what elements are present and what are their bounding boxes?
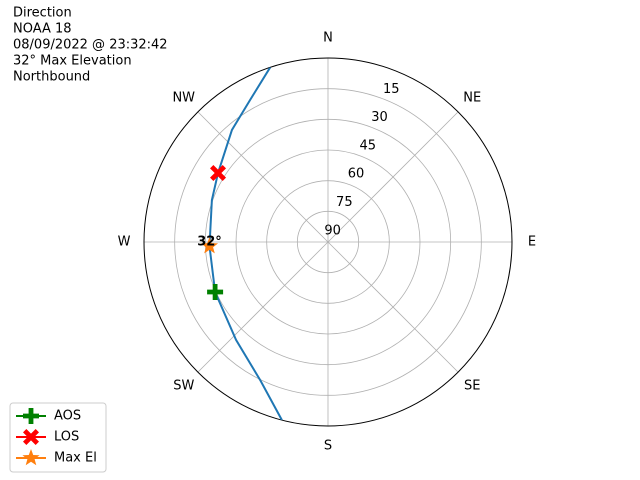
theta-tick-label: S [324,439,332,454]
legend-marker [23,429,39,445]
grid-spoke [197,241,329,373]
track-line [208,66,283,421]
grid-spoke [327,111,459,243]
theta-tick-label: NW [172,90,195,105]
r-tick-label: 60 [348,167,365,182]
r-tick-label: 30 [371,110,388,125]
r-tick-label: 75 [336,195,353,210]
theta-tick-label: SE [464,379,480,394]
title-line: 08/09/2022 @ 23:32:42 [13,38,168,53]
title-line: 32° Max Elevation [13,54,132,69]
title-line: NOAA 18 [13,22,72,37]
legend-label: LOS [54,430,79,445]
theta-tick-label: E [528,235,536,250]
legend-box [9,402,107,473]
theta-tick-label: SW [173,379,194,394]
theta-tick-label: NE [463,90,481,105]
theta-tick-label: W [118,235,131,250]
point-marker [207,284,224,301]
legend-marker [22,449,40,466]
r-tick-label: 90 [324,223,341,238]
title-line: Northbound [13,70,90,85]
legend-marker [23,408,39,424]
grid-spoke [197,111,329,243]
grid-spoke [327,241,459,373]
legend-label: AOS [54,409,81,424]
point-marker [200,237,219,254]
r-tick-label: 45 [360,138,377,153]
theta-tick-label: N [323,31,333,46]
polar-frame [143,57,513,427]
legend-label: Max El [54,451,97,466]
title-line: Direction [13,6,72,21]
annotation: 32° [197,235,222,250]
point-marker [210,165,227,182]
r-tick-label: 15 [383,82,400,97]
